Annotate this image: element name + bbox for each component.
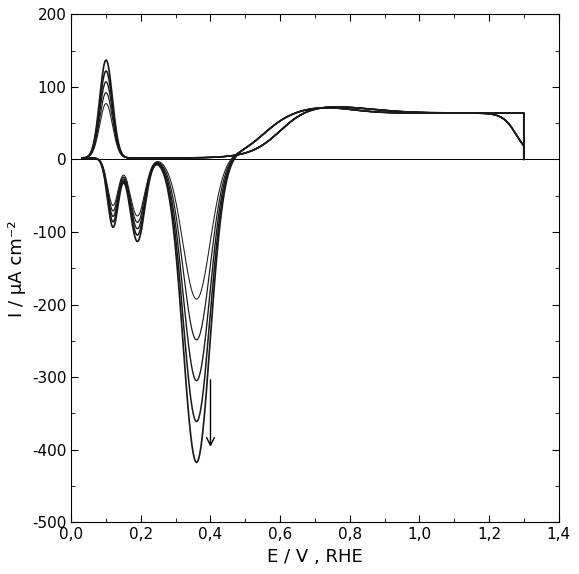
X-axis label: E / V , RHE: E / V , RHE xyxy=(267,548,363,565)
Y-axis label: I / μA cm⁻²: I / μA cm⁻² xyxy=(8,220,26,316)
